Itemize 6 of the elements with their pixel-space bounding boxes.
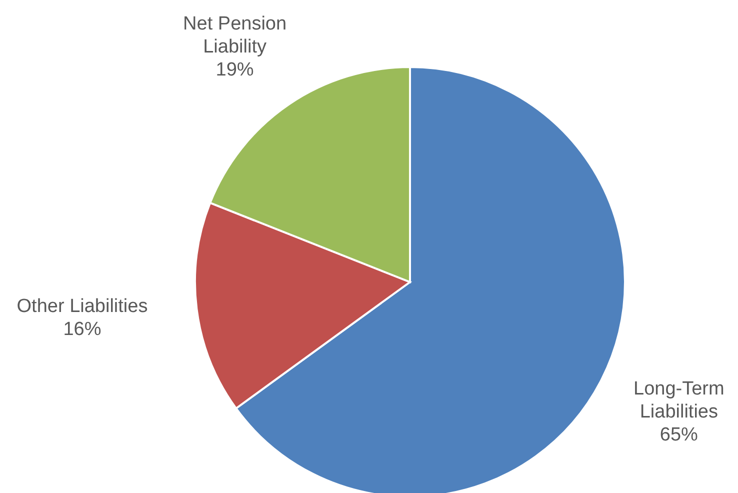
slice-label: Long-Term Liabilities (634, 378, 724, 422)
slice-label: Other Liabilities (16, 296, 148, 317)
data-label: 65% (660, 424, 698, 445)
slice-label: Net Pension Liability (183, 12, 287, 57)
data-label: 16% (63, 318, 102, 340)
data-label: 19% (216, 58, 254, 80)
